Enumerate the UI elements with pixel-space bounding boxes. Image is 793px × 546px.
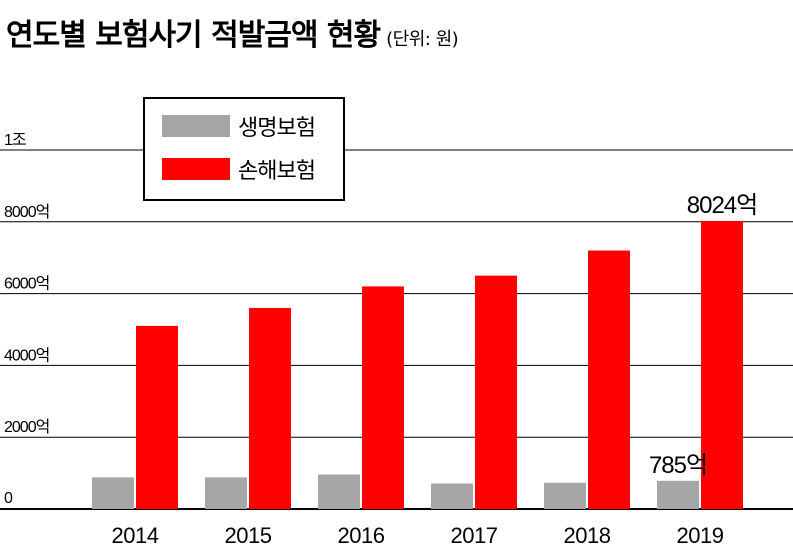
- y-tick-label: 4000억: [4, 346, 49, 364]
- y-tick-label: 8000억: [4, 203, 49, 221]
- x-tick-label: 2018: [564, 523, 611, 546]
- bar-life-insurance: [657, 480, 699, 509]
- bar-life-insurance: [205, 477, 247, 509]
- bar-nonlife-insurance: [475, 275, 517, 509]
- bar-nonlife-insurance: [588, 250, 630, 509]
- data-label: 785억: [649, 452, 707, 479]
- x-tick-label: 2014: [112, 523, 159, 546]
- bar-life-insurance: [544, 482, 586, 509]
- title-block: 연도별 보험사기 적발금액 현황 (단위: 원): [6, 10, 459, 54]
- y-tick-label: 6000억: [4, 275, 49, 293]
- legend-swatch: [162, 115, 230, 137]
- x-tick-label: 2016: [338, 523, 385, 546]
- bar-life-insurance: [92, 477, 134, 509]
- legend-swatch: [162, 158, 230, 180]
- legend-box: [143, 97, 345, 201]
- legend-label: 손해보험: [238, 159, 315, 184]
- x-tick-label: 2015: [225, 523, 272, 546]
- chart-title: 연도별 보험사기 적발금액 현황: [6, 18, 381, 53]
- bar-nonlife-insurance: [362, 286, 404, 509]
- bar-life-insurance: [431, 483, 473, 509]
- y-tick-label: 0: [4, 490, 13, 507]
- bar-life-insurance: [318, 474, 360, 509]
- y-tick-label: 2000억: [4, 418, 49, 436]
- x-tick-label: 2017: [451, 523, 498, 546]
- bar-nonlife-insurance: [136, 325, 178, 509]
- bar-nonlife-insurance: [249, 307, 291, 509]
- x-tick-label: 2019: [677, 523, 724, 546]
- unit-note: (단위: 원): [386, 29, 459, 50]
- legend-label: 생명보험: [238, 116, 315, 141]
- y-tick-label: 1조: [4, 132, 26, 149]
- bar-nonlife-insurance: [701, 220, 743, 509]
- data-label: 8024억: [687, 192, 757, 219]
